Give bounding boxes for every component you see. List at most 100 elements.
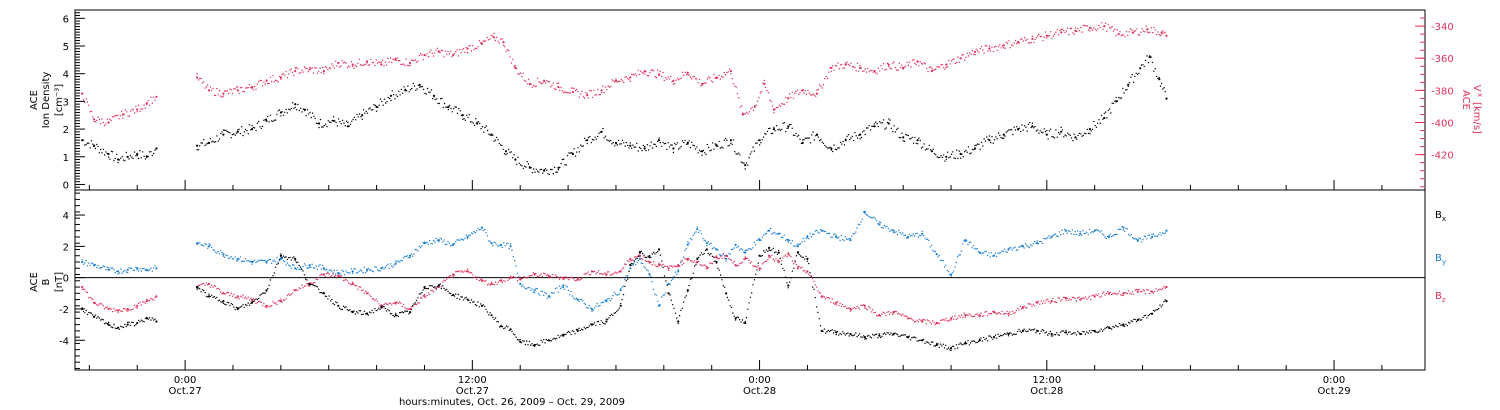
by-sample	[280, 256, 282, 258]
bx-sample	[288, 257, 290, 259]
bx-sample	[81, 307, 83, 309]
density-point	[222, 133, 225, 136]
vx-sample	[308, 66, 311, 69]
bx-sample	[920, 339, 922, 341]
bx-sample	[88, 311, 90, 314]
bz-sample	[549, 275, 551, 278]
bx-sample	[646, 256, 648, 259]
bx-sample	[772, 247, 774, 250]
top-right-ylabel-line1: ACE	[1460, 90, 1471, 110]
vx-sample	[474, 47, 477, 49]
vx-sample	[256, 83, 259, 85]
density-sample	[1134, 75, 1136, 78]
vx-sample	[714, 77, 716, 79]
bz-sample	[132, 308, 134, 310]
density-sample	[820, 139, 822, 141]
bz-sample	[721, 257, 723, 259]
by-sample	[775, 233, 777, 235]
bz-sample	[453, 274, 456, 276]
bx-sample	[144, 317, 147, 320]
bz-sample	[857, 307, 860, 309]
bz-sample	[909, 317, 912, 319]
by-sample	[1078, 234, 1080, 236]
density-sample	[121, 156, 123, 158]
bz-sample	[1148, 292, 1151, 295]
vx-sample	[708, 76, 710, 78]
density-sample	[834, 148, 836, 150]
vx-sample	[427, 55, 430, 58]
density-sample	[701, 154, 703, 156]
vx-sample	[370, 58, 372, 61]
bz-sample	[346, 280, 349, 282]
vx-sample	[715, 77, 718, 80]
vx-point	[557, 86, 560, 89]
bx-sample	[592, 323, 594, 325]
density-sample	[547, 173, 549, 175]
bz-sample	[298, 287, 300, 289]
vx-point	[830, 66, 833, 69]
bz-sample	[125, 309, 128, 311]
bz-sample	[980, 312, 982, 314]
density-sample	[1078, 132, 1081, 135]
density-sample	[1056, 136, 1059, 138]
density-sample	[890, 127, 893, 129]
by-sample	[224, 256, 226, 258]
bx-sample	[460, 296, 462, 298]
density-sample	[361, 118, 363, 121]
density-sample	[755, 142, 757, 144]
bx-sample	[461, 296, 463, 298]
bx-sample	[405, 310, 407, 312]
density-sample	[501, 144, 503, 147]
bz-sample	[710, 262, 712, 265]
bz-sample	[889, 313, 891, 315]
vx-sample	[563, 91, 565, 94]
bx-sample	[331, 298, 333, 301]
bx-sample	[603, 322, 605, 325]
by-sample	[1014, 246, 1016, 248]
density-sample	[408, 91, 410, 93]
by-sample	[201, 244, 204, 246]
bz-point	[1064, 296, 1068, 300]
density-sample	[1139, 67, 1141, 70]
vx-sample	[657, 69, 659, 71]
density-sample	[726, 139, 728, 141]
vx-point	[351, 63, 354, 66]
vx-sample	[754, 106, 756, 109]
by-sample	[1129, 235, 1131, 237]
density-sample	[1151, 61, 1154, 64]
bx-sample	[729, 305, 731, 307]
bz-sample	[431, 289, 433, 292]
vx-sample	[902, 68, 904, 70]
by-sample	[772, 232, 774, 234]
by-sample	[980, 252, 982, 254]
density-sample	[1089, 133, 1091, 135]
density-point	[830, 147, 833, 150]
bx-sample	[702, 253, 704, 256]
bx-sample	[431, 285, 433, 287]
bx-sample	[152, 319, 155, 321]
bx-sample	[1061, 330, 1063, 332]
density-sample	[606, 139, 608, 141]
bz-sample	[402, 303, 405, 306]
density-sample	[217, 140, 219, 142]
top-right-tick-label: -380	[1431, 86, 1454, 97]
bx-sample	[724, 286, 726, 288]
density-sample	[100, 148, 102, 151]
density-sample	[362, 109, 365, 111]
density-sample	[946, 151, 949, 153]
vx-point	[1002, 44, 1005, 47]
by-point	[950, 273, 953, 276]
density-sample	[242, 134, 244, 137]
bz-sample	[131, 308, 133, 311]
vx-sample	[131, 108, 133, 110]
density-sample	[481, 126, 484, 128]
bx-sample	[741, 319, 744, 321]
bz-sample	[640, 258, 642, 260]
vx-sample	[199, 77, 201, 80]
density-sample	[454, 106, 456, 108]
vx-sample	[820, 85, 822, 87]
density-sample	[430, 89, 433, 91]
density-sample	[402, 92, 404, 94]
density-sample	[941, 156, 944, 159]
density-sample	[649, 145, 651, 147]
